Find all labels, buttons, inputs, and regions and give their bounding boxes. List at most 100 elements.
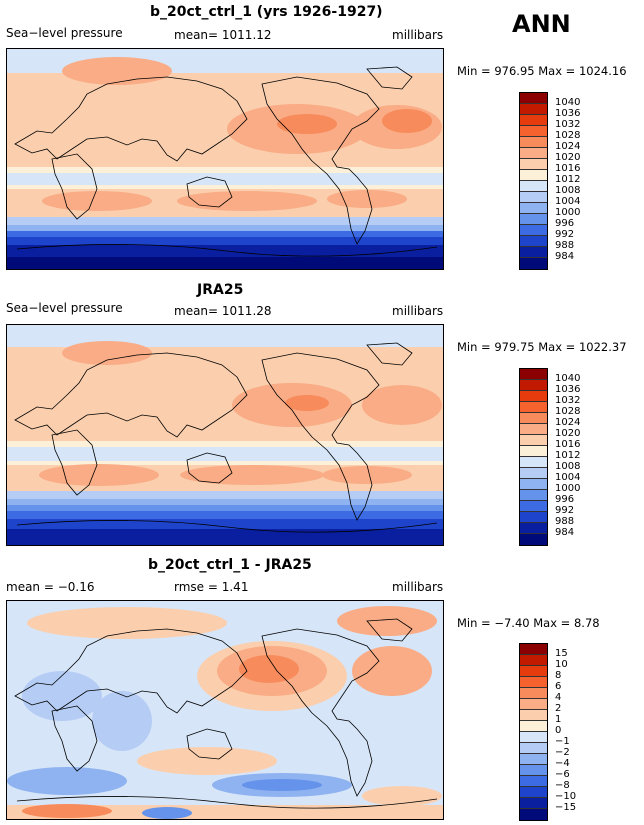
colorbar-swatch — [520, 699, 547, 710]
colorbar-tick: 1028 — [555, 406, 581, 417]
colorbar-tick: 996 — [555, 218, 575, 229]
colorbar-swatch — [520, 137, 547, 148]
colorbar-swatch — [520, 776, 547, 787]
colorbar-swatch — [520, 159, 547, 170]
colorbar-swatch — [520, 148, 547, 159]
colorbar-swatch — [520, 644, 547, 655]
panel3-contour-field — [7, 601, 443, 819]
panel3-mean-label: mean = −0.16 — [6, 580, 95, 594]
colorbar-swatch — [520, 115, 547, 126]
colorbar-swatch — [520, 743, 547, 754]
colorbar-tick: 1004 — [555, 196, 581, 207]
colorbar-swatch — [520, 666, 547, 677]
colorbar-tick: 1016 — [555, 439, 581, 450]
colorbar-swatch — [520, 391, 547, 402]
colorbar-swatch — [520, 765, 547, 776]
colorbar-swatch — [520, 523, 547, 534]
colorbar-tick: 1008 — [555, 185, 581, 196]
colorbar-tick: −2 — [555, 747, 570, 758]
colorbar-swatch — [520, 501, 547, 512]
colorbar-tick: 984 — [555, 527, 575, 538]
panel1-map — [6, 48, 444, 270]
colorbar-swatch — [520, 413, 547, 424]
colorbar-swatch — [520, 203, 547, 214]
panel1-title: b_20ct_ctrl_1 (yrs 1926-1927) — [150, 4, 383, 20]
colorbar-tick: 1000 — [555, 483, 581, 494]
panel2-contour-field — [7, 325, 443, 545]
colorbar-tick: 4 — [555, 692, 562, 703]
colorbar-tick: 984 — [555, 251, 575, 262]
colorbar-tick: −6 — [555, 769, 570, 780]
panel3-units-label: millibars — [392, 580, 444, 594]
colorbar-tick: 1032 — [555, 119, 581, 130]
colorbar-swatch — [520, 468, 547, 479]
panel1-variable-label: Sea−level pressure — [6, 26, 123, 40]
colorbar-swatch — [520, 402, 547, 413]
colorbar-swatch — [520, 214, 547, 225]
panel1-mean-label: mean= 1011.12 — [174, 28, 272, 42]
colorbar-swatch — [520, 380, 547, 391]
colorbar-tick: 15 — [555, 648, 568, 659]
colorbar-tick: 1012 — [555, 450, 581, 461]
colorbar-tick: −8 — [555, 780, 570, 791]
colorbar-swatch — [520, 512, 547, 523]
panel2-map — [6, 324, 444, 546]
colorbar-tick: 1032 — [555, 395, 581, 406]
panel2-colorbar — [519, 368, 548, 546]
colorbar-tick: 1012 — [555, 174, 581, 185]
colorbar-tick: 1000 — [555, 207, 581, 218]
colorbar-swatch — [520, 710, 547, 721]
colorbar-swatch — [520, 798, 547, 809]
panel3-minmax: Min = −7.40 Max = 8.78 — [457, 616, 600, 630]
colorbar-tick: 1016 — [555, 163, 581, 174]
panel2-title: JRA25 — [197, 282, 244, 298]
colorbar-tick: −15 — [555, 802, 577, 813]
colorbar-tick: 1036 — [555, 108, 581, 119]
colorbar-swatch — [520, 754, 547, 765]
panel1-units-label: millibars — [392, 28, 444, 42]
colorbar-swatch — [520, 809, 547, 820]
colorbar-swatch — [520, 93, 547, 104]
colorbar-swatch — [520, 677, 547, 688]
panel1-minmax: Min = 976.95 Max = 1024.16 — [457, 64, 627, 78]
panel1-contour-field — [7, 49, 443, 269]
colorbar-tick: 10 — [555, 659, 568, 670]
colorbar-tick: 1 — [555, 714, 562, 725]
panel2-minmax: Min = 979.75 Max = 1022.37 — [457, 340, 627, 354]
colorbar-swatch — [520, 446, 547, 457]
colorbar-tick: 988 — [555, 240, 575, 251]
colorbar-tick: 1020 — [555, 428, 581, 439]
colorbar-swatch — [520, 258, 547, 269]
panel2-units-label: millibars — [392, 304, 444, 318]
colorbar-tick: 1040 — [555, 97, 581, 108]
colorbar-tick: −4 — [555, 758, 570, 769]
colorbar-swatch — [520, 732, 547, 743]
colorbar-tick: 8 — [555, 670, 562, 681]
panel3-rmse-label: rmse = 1.41 — [174, 580, 249, 594]
colorbar-swatch — [520, 104, 547, 115]
colorbar-tick: 1036 — [555, 384, 581, 395]
colorbar-tick: −1 — [555, 736, 570, 747]
colorbar-swatch — [520, 655, 547, 666]
colorbar-swatch — [520, 688, 547, 699]
colorbar-tick: 992 — [555, 505, 575, 516]
colorbar-tick: 988 — [555, 516, 575, 527]
panel3-map — [6, 600, 444, 820]
colorbar-swatch — [520, 236, 547, 247]
colorbar-swatch — [520, 457, 547, 468]
colorbar-tick: 1028 — [555, 130, 581, 141]
colorbar-swatch — [520, 721, 547, 732]
panel2-mean-label: mean= 1011.28 — [174, 304, 272, 318]
colorbar-tick: 992 — [555, 229, 575, 240]
colorbar-tick: 996 — [555, 494, 575, 505]
panel3-title: b_20ct_ctrl_1 - JRA25 — [148, 557, 312, 573]
colorbar-swatch — [520, 247, 547, 258]
colorbar-swatch — [520, 126, 547, 137]
colorbar-swatch — [520, 170, 547, 181]
colorbar-swatch — [520, 435, 547, 446]
colorbar-tick: 1040 — [555, 373, 581, 384]
panel2-variable-label: Sea−level pressure — [6, 301, 123, 315]
panel1-colorbar — [519, 92, 548, 270]
colorbar-tick: 6 — [555, 681, 562, 692]
colorbar-tick: 1020 — [555, 152, 581, 163]
